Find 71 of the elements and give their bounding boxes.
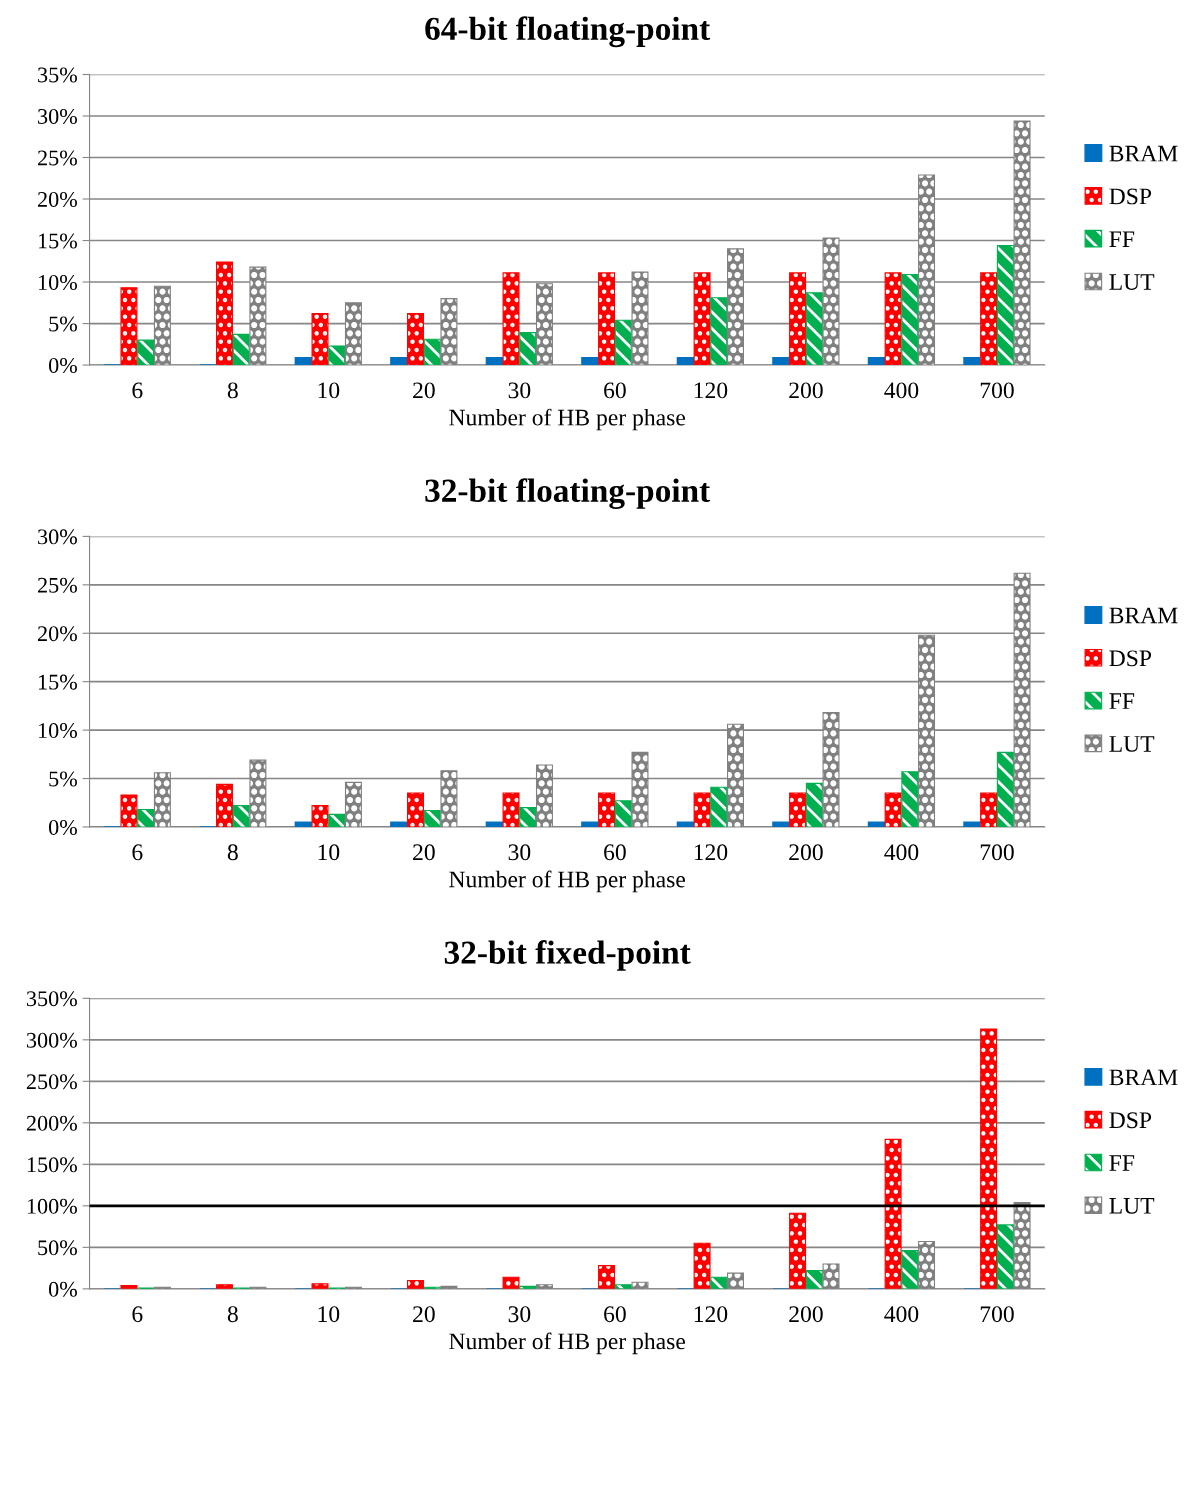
- chart-title: 32-bit floating-point: [425, 478, 711, 510]
- x-tick-label: 30: [508, 844, 531, 861]
- y-tick-label: 200%: [26, 1115, 77, 1131]
- legend-label: BRAM: [1109, 145, 1178, 162]
- y-tick-label: 20%: [37, 626, 77, 642]
- legend-label: FF: [1109, 1155, 1135, 1171]
- y-tick-label: 5%: [49, 316, 77, 332]
- legend-label: LUT: [1109, 736, 1155, 752]
- legend-label: FF: [1109, 693, 1135, 709]
- x-axis-title: Number of HB per phase: [449, 408, 686, 431]
- x-tick-label: 400: [884, 1306, 919, 1323]
- y-tick-label: 20%: [37, 191, 77, 208]
- chart-title: 64-bit floating-point: [425, 16, 711, 48]
- x-tick-label: 8: [227, 382, 238, 399]
- y-tick-label: 350%: [26, 991, 77, 1007]
- legend-label: FF: [1109, 231, 1135, 247]
- x-tick-label: 8: [227, 844, 238, 861]
- x-tick-label: 6: [132, 1306, 143, 1323]
- x-tick-label: 6: [132, 382, 143, 399]
- chart-title: 32-bit fixed-point: [444, 940, 691, 971]
- x-tick-label: 10: [318, 844, 340, 861]
- y-tick-label: 50%: [38, 1240, 77, 1256]
- x-tick-label: 200: [789, 844, 823, 861]
- x-tick-label: 120: [694, 382, 728, 399]
- x-tick-label: 20: [413, 382, 435, 399]
- legend-label: BRAM: [1109, 607, 1178, 624]
- x-tick-label: 200: [789, 382, 823, 399]
- y-tick-label: 0%: [48, 357, 77, 374]
- legend-label: DSP: [1109, 188, 1152, 205]
- y-tick-label: 10%: [38, 274, 77, 291]
- x-tick-label: 20: [413, 844, 435, 861]
- y-tick-label: 300%: [26, 1032, 77, 1048]
- x-tick-label: 60: [604, 1306, 626, 1323]
- x-tick-label: 120: [694, 844, 728, 861]
- x-tick-label: 60: [604, 844, 626, 861]
- x-tick-label: 60: [604, 382, 626, 399]
- legend-label: LUT: [1109, 274, 1155, 290]
- legend-label: BRAM: [1109, 1069, 1178, 1086]
- x-tick-label: 6: [132, 844, 143, 861]
- y-tick-label: 5%: [49, 771, 77, 787]
- x-axis-title: Number of HB per phase: [449, 1332, 686, 1355]
- y-tick-label: 100%: [27, 1198, 77, 1214]
- y-tick-label: 250%: [26, 1074, 77, 1090]
- y-tick-label: 30%: [38, 108, 77, 125]
- y-tick-label: 10%: [38, 723, 77, 739]
- y-tick-label: 0%: [48, 1281, 77, 1297]
- y-tick-label: 15%: [38, 674, 77, 690]
- x-tick-label: 120: [694, 1306, 728, 1323]
- y-tick-label: 15%: [38, 233, 77, 249]
- y-tick-label: 150%: [27, 1157, 77, 1173]
- x-tick-label: 10: [318, 1306, 340, 1323]
- x-tick-label: 400: [884, 844, 919, 861]
- x-tick-label: 30: [508, 382, 531, 399]
- y-tick-label: 25%: [37, 150, 77, 166]
- x-tick-label: 400: [884, 382, 919, 399]
- x-tick-label: 8: [227, 1306, 238, 1323]
- y-tick-label: 0%: [48, 819, 77, 835]
- x-tick-label: 700: [980, 844, 1014, 861]
- x-tick-label: 200: [789, 1306, 823, 1323]
- y-tick-label: 30%: [38, 529, 77, 545]
- legend-label: LUT: [1109, 1198, 1155, 1214]
- x-tick-label: 700: [980, 1306, 1014, 1323]
- x-axis-title: Number of HB per phase: [449, 870, 686, 893]
- x-tick-label: 10: [318, 382, 340, 399]
- legend-label: DSP: [1109, 650, 1152, 667]
- y-tick-label: 35%: [38, 67, 77, 83]
- x-tick-label: 700: [980, 382, 1014, 399]
- x-tick-label: 20: [413, 1306, 435, 1323]
- legend-label: DSP: [1109, 1112, 1152, 1129]
- x-tick-label: 30: [508, 1306, 531, 1323]
- y-tick-label: 25%: [37, 577, 77, 593]
